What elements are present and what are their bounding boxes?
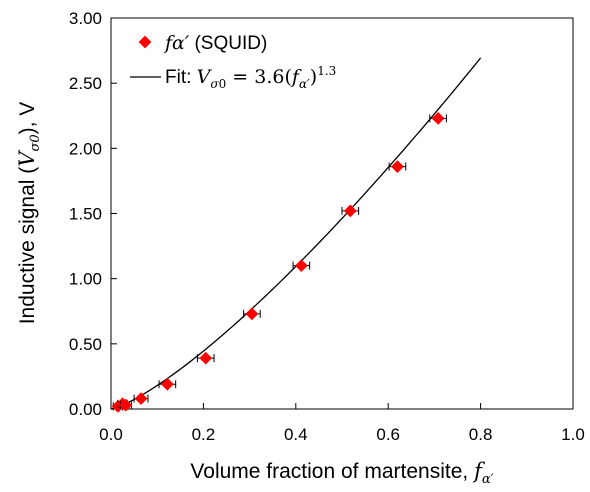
data-point — [431, 111, 445, 125]
y-axis-label-math: V — [15, 150, 39, 167]
legend-fit-coefficient: 3.6 — [254, 66, 284, 88]
x-tick-label: 0.0 — [99, 425, 123, 444]
data-point — [134, 392, 148, 405]
data-point — [199, 351, 213, 365]
x-axis: 0.0 0.2 0.4 0.6 0.8 1.0 — [99, 403, 585, 444]
legend-entry-fit: Fit: Vσ0 = 3.6(fα′)1.3 — [165, 64, 336, 91]
y-axis-label-sub: σ0 — [28, 134, 43, 151]
legend-entry-series: fα′ (SQUID) — [163, 32, 267, 54]
data-point — [161, 377, 174, 391]
fit-curve — [110, 57, 482, 410]
y-tick-label: 2.00 — [69, 139, 102, 158]
legend-series-math: fα′ — [163, 32, 190, 54]
legend-marker — [138, 35, 152, 49]
y-tick-label: 2.50 — [69, 74, 102, 93]
data-point — [294, 259, 308, 272]
data-point — [343, 204, 357, 218]
fit-layer — [110, 57, 482, 410]
legend-fit-exponent: 1.3 — [317, 64, 336, 78]
y-tick-label: 1.00 — [69, 270, 102, 289]
data-point — [391, 160, 404, 173]
x-tick-label: 0.4 — [284, 425, 308, 444]
y-tick-label: 0.00 — [69, 400, 102, 419]
y-tick-label: 1.50 — [69, 205, 102, 224]
x-axis-label-text: Volume fraction of martensite, — [190, 460, 474, 483]
x-tick-label: 0.2 — [192, 425, 216, 444]
legend: fα′ (SQUID) Fit: Vσ0 = 3.6(fα′)1.3 — [130, 32, 336, 91]
data-point — [245, 307, 259, 321]
y-axis-label-post: ), V — [16, 102, 39, 135]
legend-fit-prefix: Fit: — [165, 67, 197, 88]
y-tick-label: 3.00 — [69, 9, 102, 28]
data-points — [111, 111, 447, 413]
x-axis-label-math: f — [472, 459, 485, 483]
y-axis-label: Inductive signal (Vσ0), V — [15, 102, 43, 325]
x-tick-label: 1.0 — [561, 425, 585, 444]
legend-series-text: (SQUID) — [189, 33, 267, 54]
y-tick-label: 0.50 — [69, 335, 102, 354]
y-axis-label-pre: Inductive signal ( — [16, 167, 39, 325]
x-axis-label: Volume fraction of martensite, fα′ — [190, 459, 493, 487]
y-axis: 0.00 0.50 1.00 1.50 2.00 2.50 3.00 — [69, 9, 117, 419]
x-tick-label: 0.6 — [376, 425, 400, 444]
x-tick-label: 0.8 — [469, 425, 493, 444]
data-point — [119, 398, 133, 412]
x-axis-label-sub: α′ — [482, 472, 494, 487]
